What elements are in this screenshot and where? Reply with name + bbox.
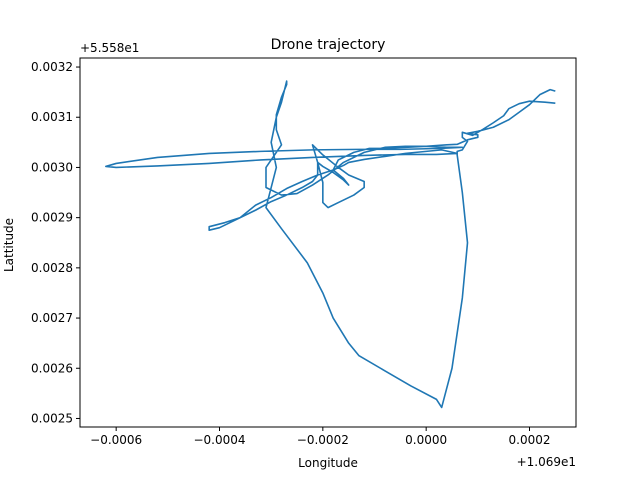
x-offset-text: +1.069e1 — [517, 455, 576, 469]
axis-ticks: −0.0006 −0.0004 −0.0002 0.0000 0.0002 0.0025 0… — [31, 60, 551, 447]
x-tick-label: −0.0002 — [297, 433, 349, 447]
chart-title: Drone trajectory — [271, 37, 386, 53]
y-offset-text: +5.558e1 — [80, 41, 139, 55]
x-tick-label: 0.0000 — [405, 433, 447, 447]
x-tick-label: −0.0006 — [90, 433, 142, 447]
trajectory-line-0 — [105, 80, 556, 409]
x-tick-label: 0.0002 — [509, 433, 551, 447]
y-tick-label: 0.0031 — [31, 110, 73, 124]
y-axis-label: Lattitude — [2, 218, 16, 272]
y-tick-label: 0.0029 — [31, 211, 73, 225]
x-axis-label: Longitude — [298, 456, 358, 470]
y-tick-label: 0.0030 — [31, 160, 73, 174]
plot-area — [105, 80, 556, 409]
y-tick-label: 0.0027 — [31, 311, 73, 325]
y-tick-label: 0.0026 — [31, 361, 73, 375]
axes-frame — [79, 57, 577, 428]
y-tick-label: 0.0028 — [31, 261, 73, 275]
y-tick-label: 0.0032 — [31, 60, 73, 74]
x-tick-label: −0.0004 — [193, 433, 245, 447]
y-tick-label: 0.0025 — [31, 411, 73, 425]
